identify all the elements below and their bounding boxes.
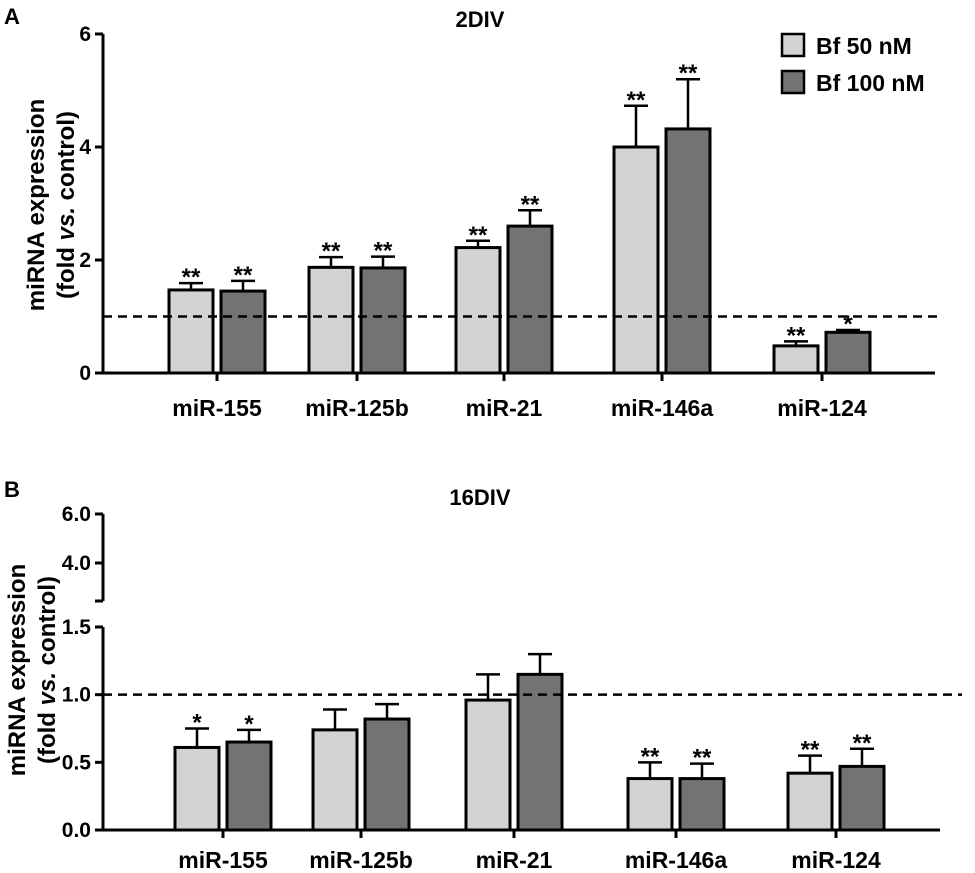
panel-a-ylabel-line1: miRNA expression — [23, 99, 50, 312]
panel-b-category-label: miR-124 — [791, 847, 881, 873]
legend-label-bf-100: Bf 100 nM — [816, 70, 925, 96]
panel-a-bar — [772, 344, 820, 375]
panel-b-y-tick-label: 1.0 — [62, 684, 91, 707]
panel-b-category-label: miR-21 — [476, 847, 553, 873]
panel-a-y-tick-label: 6 — [79, 23, 91, 46]
panel-a-title: 2DIV — [456, 7, 505, 32]
panel-a-significance-mark: ** — [374, 238, 393, 265]
panel-a-y-axis-label: miRNA expression (fold vs. control) — [23, 99, 80, 312]
panel-a-bar — [506, 224, 554, 375]
panel-b-bar — [678, 777, 726, 832]
panel-a-category-label: miR-124 — [777, 395, 867, 421]
panel-a-significance-mark: ** — [234, 262, 253, 289]
panel-a-y-tick-label: 4 — [79, 136, 91, 159]
panel-a-bar — [612, 145, 660, 375]
panel-b-category-label: miR-155 — [178, 847, 268, 873]
panel-a-bar — [219, 289, 267, 375]
panel-a-bar — [167, 288, 215, 375]
panel-a-significance-mark: ** — [679, 60, 698, 87]
legend-swatch-bf-50 — [780, 32, 806, 58]
panel-a-significance-mark: ** — [627, 87, 646, 114]
panel-b-significance-mark: * — [244, 711, 254, 738]
panel-b-significance-mark: ** — [693, 745, 712, 772]
panel-b-y-tick-label: 0.5 — [62, 751, 92, 774]
panel-a-significance-mark: ** — [787, 322, 806, 349]
panel-b-ylabel-line1: miRNA expression — [4, 564, 31, 777]
panel-a-bar — [824, 330, 872, 375]
panel-a-bar — [359, 266, 407, 375]
panel-a-significance-mark: ** — [182, 264, 201, 291]
panel-b-y-axis-label: miRNA expression (fold vs. control) — [4, 564, 61, 777]
panel-b-bar — [464, 698, 512, 832]
panel-b-category-label: miR-125b — [309, 847, 413, 873]
panel-a-bar — [664, 127, 712, 375]
panel-a-plot: 0 2 4 6 miR-155 miR-125b miR-21 miR-146a miR-124… — [79, 23, 938, 421]
panel-b-category-label: miR-146a — [625, 847, 727, 873]
panel-b-label: B — [4, 477, 20, 502]
panel-b-bar — [516, 672, 564, 832]
panel-a-label: A — [4, 4, 20, 29]
legend: Bf 50 nM Bf 100 nM — [780, 32, 925, 96]
panel-b-bar — [173, 745, 221, 832]
panel-a-ylabel-line2: (fold vs. control) — [53, 111, 80, 299]
panel-b-ylabel-line2: (fold vs. control) — [34, 576, 61, 764]
panel-a-category-label: miR-155 — [172, 395, 262, 421]
panel-a-bar — [307, 265, 355, 375]
panel-a-significance-mark: ** — [521, 191, 540, 218]
panel-b-significance-mark: ** — [853, 730, 872, 757]
panel-b-bar — [225, 740, 273, 832]
panel-a-bar — [454, 246, 502, 375]
panel-b-bar — [363, 717, 411, 832]
legend-swatch-bf-100 — [780, 69, 806, 95]
panel-a-significance-mark: ** — [469, 222, 488, 249]
panel-b-bar — [838, 764, 886, 832]
panel-a-significance-mark: * — [843, 311, 853, 338]
panel-b-significance-mark: ** — [801, 737, 820, 764]
panel-a-category-label: miR-125b — [305, 395, 409, 421]
panel-a-category-label: miR-146a — [611, 395, 713, 421]
panel-b-y-tick-label: 1.5 — [62, 616, 92, 639]
panel-b-bar — [786, 771, 834, 832]
panel-b-y-upper-tick-label: 4.0 — [62, 552, 91, 575]
panel-b-bar — [626, 777, 674, 832]
panel-b-significance-mark: ** — [641, 743, 660, 770]
panel-b-significance-mark: * — [192, 710, 202, 737]
panel-a-significance-mark: ** — [322, 238, 341, 265]
panel-b-y-upper-tick-label: 6.0 — [62, 503, 91, 526]
panel-b-y-tick-label: 0.0 — [62, 819, 91, 842]
panel-a-category-label: miR-21 — [466, 395, 543, 421]
panel-b-title: 16DIV — [449, 485, 510, 510]
panel-a-y-tick-label: 0 — [79, 362, 91, 385]
panel-b-plot: 0.0 0.5 1.0 1.5 4.0 6.0 miR-155 miR-125b miR-21 m… — [62, 503, 962, 873]
legend-label-bf-50: Bf 50 nM — [816, 33, 912, 59]
panel-a-y-tick-label: 2 — [79, 249, 91, 272]
panel-b-bar — [311, 728, 359, 832]
